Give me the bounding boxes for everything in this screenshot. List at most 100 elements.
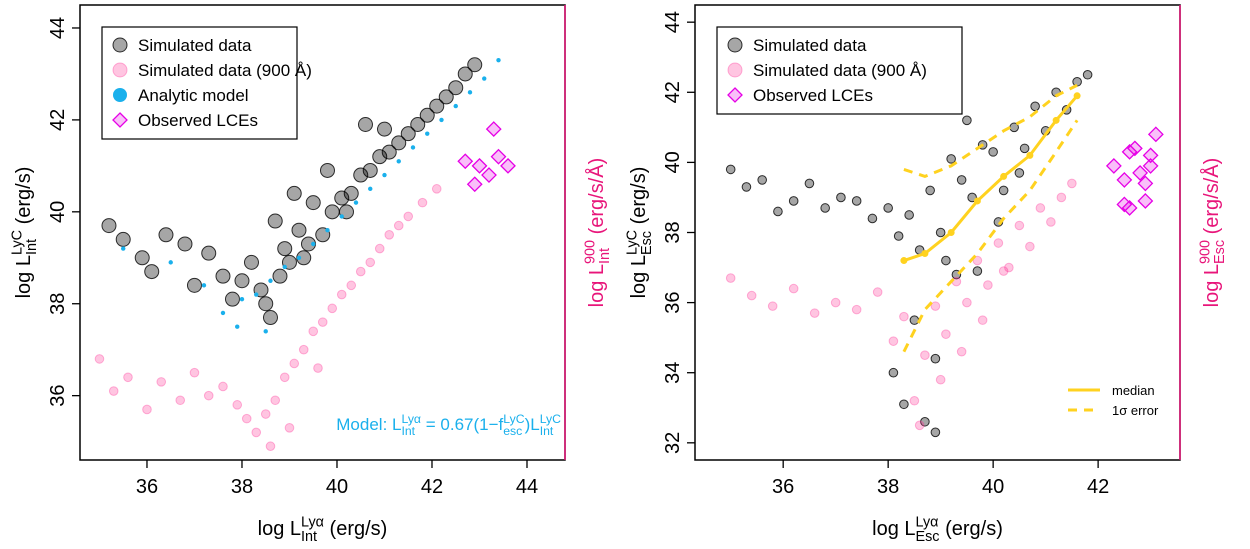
line xyxy=(903,94,1079,262)
point xyxy=(425,131,430,136)
point xyxy=(272,268,288,284)
point xyxy=(925,185,935,196)
point xyxy=(482,76,487,81)
point xyxy=(851,304,862,315)
point xyxy=(941,329,951,339)
point xyxy=(431,184,442,194)
point xyxy=(268,278,273,283)
point xyxy=(300,236,316,252)
diamond-marker xyxy=(1142,157,1159,174)
legend-label: Simulated data xyxy=(753,36,867,55)
point xyxy=(429,98,445,114)
diamond-marker xyxy=(1116,171,1133,188)
point xyxy=(215,268,231,284)
point xyxy=(496,57,501,63)
point xyxy=(317,317,328,327)
y-tick-label: 38 xyxy=(662,221,684,243)
y-tick-label: 42 xyxy=(47,109,69,131)
diamond-marker xyxy=(500,157,516,174)
superscript: 900 xyxy=(583,240,599,264)
point xyxy=(836,192,846,203)
point xyxy=(998,266,1009,276)
subscript: Int xyxy=(401,424,415,438)
point xyxy=(108,386,119,396)
point xyxy=(381,144,397,160)
point xyxy=(773,206,783,217)
point xyxy=(284,423,295,433)
point xyxy=(239,296,245,302)
point xyxy=(203,390,214,401)
point xyxy=(115,231,131,247)
text-part: (erg/s) xyxy=(940,518,1003,540)
line-vertex xyxy=(900,257,908,265)
x-tick-label: 38 xyxy=(231,476,253,498)
diamond-marker xyxy=(466,176,483,193)
point xyxy=(325,228,330,233)
text-part: log L xyxy=(1201,264,1223,307)
point xyxy=(1056,192,1067,203)
point xyxy=(121,246,126,251)
point xyxy=(262,310,278,326)
annotation: Model: LLyα Int = 0.67(1−fLyC esc)LLyC Int xyxy=(336,412,561,438)
point xyxy=(888,367,899,378)
text-part: (erg/s) xyxy=(324,518,387,540)
point xyxy=(830,297,841,308)
point xyxy=(741,182,752,192)
y-axis-label: log LLyCEsc (erg/s) xyxy=(625,167,655,299)
point xyxy=(1067,178,1077,189)
diamond-marker xyxy=(1116,196,1133,213)
text-part: (erg/s) xyxy=(13,167,35,230)
point xyxy=(243,254,259,270)
point xyxy=(158,227,174,243)
text-part: (erg/s/Å) xyxy=(1200,158,1223,240)
point xyxy=(113,88,127,102)
x-tick-label: 38 xyxy=(877,476,899,498)
point xyxy=(467,57,483,73)
point xyxy=(357,116,373,132)
point xyxy=(941,255,951,266)
subscript: Int xyxy=(24,239,40,255)
legend-box xyxy=(101,26,298,140)
point xyxy=(956,346,967,357)
text-part: log L xyxy=(872,518,915,540)
point xyxy=(983,280,993,290)
subscript: Int xyxy=(597,248,613,264)
diamond-marker xyxy=(485,121,502,138)
point xyxy=(788,196,799,206)
line xyxy=(903,83,1078,179)
point xyxy=(1046,217,1056,227)
point xyxy=(319,162,335,178)
point xyxy=(123,372,133,383)
point xyxy=(914,420,925,431)
point xyxy=(972,266,983,276)
point xyxy=(1019,143,1030,154)
diamond-marker xyxy=(1142,147,1159,164)
point xyxy=(988,147,998,157)
point xyxy=(746,290,757,301)
point xyxy=(201,283,207,288)
point xyxy=(334,190,350,206)
point xyxy=(962,297,972,308)
plot-area xyxy=(725,69,1164,438)
superscript: Lyα xyxy=(301,515,324,531)
diamond-marker xyxy=(1132,164,1149,181)
point xyxy=(291,222,307,238)
y2-axis-label: log L900Esc (erg/s/Å) xyxy=(1198,158,1228,308)
point xyxy=(134,250,150,266)
diamond-marker xyxy=(112,112,128,128)
point xyxy=(362,162,378,178)
point xyxy=(1004,262,1014,273)
line xyxy=(902,119,1079,353)
legend-label: Observed LCEs xyxy=(753,86,873,105)
y-axis-label: log LLyCInt (erg/s) xyxy=(10,167,40,299)
point xyxy=(757,175,767,185)
point xyxy=(851,196,862,206)
point xyxy=(339,214,344,219)
point xyxy=(296,250,312,266)
superscript: Lyα xyxy=(401,412,421,426)
point xyxy=(353,167,369,183)
point xyxy=(396,159,401,164)
diamond-marker xyxy=(727,87,743,103)
point xyxy=(727,62,743,78)
